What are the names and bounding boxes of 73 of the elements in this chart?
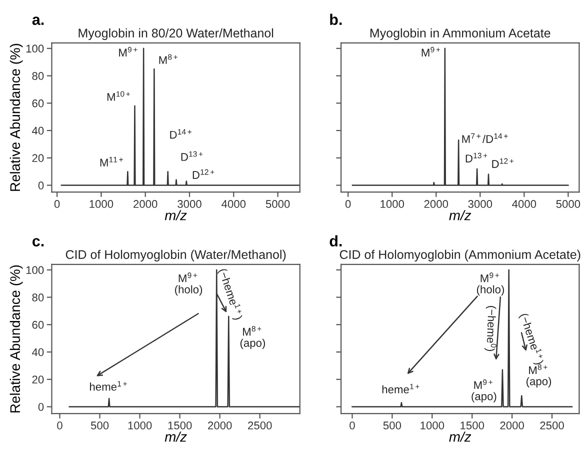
y-tick-label: 80 — [32, 72, 44, 80]
x-axis-title: m/z — [449, 210, 472, 220]
x-tick-label: 1500 — [168, 422, 192, 430]
chart-title: CID of Holomyoglobin (Water/Methanol) — [66, 250, 286, 262]
x-tick-label: 0 — [54, 200, 60, 208]
x-tick-label: 1000 — [128, 422, 152, 430]
x-axis-title: m/z — [449, 432, 472, 442]
chart-title: Myoglobin in 80/20 Water/Methanol — [78, 28, 274, 40]
y-tick-label: 80 — [32, 294, 44, 302]
x-tick-label: 2000 — [208, 422, 232, 430]
x-tick-label: 3000 — [178, 200, 202, 208]
x-tick-label: 3000 — [468, 200, 492, 208]
annotation: D$^{12+}$ — [492, 158, 514, 168]
annotation: M$^{9+}$ — [422, 46, 440, 56]
x-tick-label: 1000 — [420, 422, 444, 430]
x-tick-label: 1000 — [90, 200, 114, 208]
annotation: M$^{9+}$ — [119, 46, 138, 56]
line-series — [60, 48, 300, 186]
y-tick-label: 100 — [26, 44, 44, 53]
annotation: M$^{8+}$ (apo) — [526, 364, 552, 388]
x-tick-label: 2000 — [424, 200, 448, 208]
y-tick-label: 60 — [32, 99, 44, 108]
x-tick-label: 1000 — [380, 200, 404, 208]
x-tick-label: 500 — [383, 422, 402, 430]
y-tick-label: 100 — [26, 266, 44, 274]
annotation: (−heme$^{1+}$) — [216, 268, 244, 321]
annotation: M$^{9+}$ (holo) — [476, 272, 504, 296]
x-tick-label: 0 — [57, 422, 62, 430]
chart-title: Myoglobin in Ammonium Acetate — [370, 28, 550, 40]
x-tick-label: 5000 — [556, 200, 580, 208]
y-tick-label: 60 — [32, 320, 44, 329]
chart-title: CID of Holomyoglobin (Ammonium Acetate) — [340, 250, 580, 262]
annotation: M$^{8+}$ — [159, 54, 178, 64]
y-tick-label: 0 — [38, 403, 44, 411]
y-tick-label: 40 — [32, 126, 44, 135]
text: b. — [330, 14, 342, 26]
x-tick-label: 0 — [345, 200, 351, 208]
text: a. — [32, 16, 44, 26]
x-tick-label: 2000 — [500, 422, 524, 430]
annotation: (−heme$^{1+}$) — [518, 312, 546, 366]
annotation: M$^{7+}$/D$^{14+}$ — [462, 133, 508, 143]
annotation: M$^{9+}$ (holo) — [175, 272, 202, 296]
annotation: heme$^{1+}$ — [382, 384, 420, 394]
annotation: D$^{13+}$ — [466, 152, 488, 162]
annotation: M$^{8+}$ (apo) — [240, 326, 265, 350]
annotation: M$^{9+}$ (apo) — [472, 379, 496, 402]
annotation: heme$^{1+}$ — [90, 381, 127, 391]
x-tick-label: 1500 — [460, 422, 484, 430]
y-tick-label: 0 — [38, 182, 44, 190]
x-tick-label: 500 — [90, 422, 109, 430]
x-tick-label: 5000 — [266, 200, 290, 208]
x-tick-label: 2500 — [248, 422, 272, 430]
text: c. — [32, 238, 44, 246]
x-axis-title: m/z — [164, 210, 187, 220]
annotation: D$^{13+}$ — [181, 151, 203, 161]
x-axis-title: m/z — [164, 432, 187, 442]
x-tick-label: 4000 — [512, 200, 536, 208]
annotation: M$^{11+}$ — [100, 156, 123, 166]
annotation: (−heme$^{0}$) — [484, 306, 498, 352]
y-tick-label: 20 — [32, 154, 44, 162]
x-tick-label: 0 — [350, 422, 355, 430]
annotation: M$^{10+}$ — [107, 91, 130, 101]
y-tick-label: 20 — [32, 376, 44, 384]
y-axis-title: Relative Abundance (%) — [10, 265, 23, 412]
annotation: D$^{12+}$ — [192, 169, 214, 179]
x-tick-label: 2000 — [134, 200, 158, 208]
line-series — [68, 269, 300, 408]
x-tick-label: 2500 — [540, 422, 564, 430]
y-tick-label: 40 — [32, 348, 44, 356]
text: d. — [330, 235, 342, 246]
annotation: D$^{14+}$ — [170, 129, 192, 139]
x-tick-label: 4000 — [222, 200, 246, 208]
y-axis-title: Relative Abundance (%) — [10, 44, 23, 191]
